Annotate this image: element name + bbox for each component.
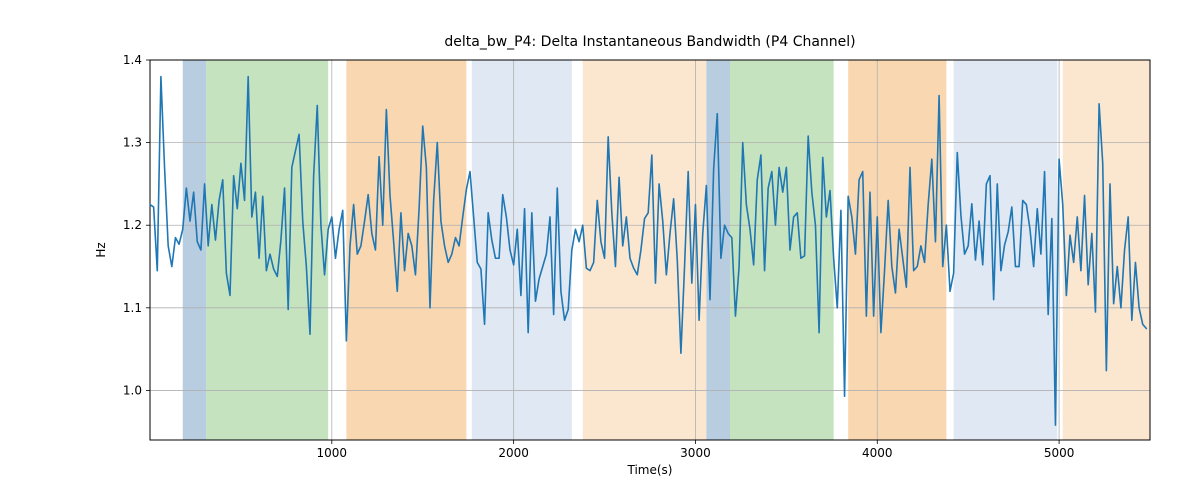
- svg-text:1.0: 1.0: [123, 383, 142, 397]
- svg-text:1.3: 1.3: [123, 136, 142, 150]
- svg-text:1.2: 1.2: [123, 218, 142, 232]
- svg-text:5000: 5000: [1044, 446, 1075, 460]
- chart-svg: delta_bw_P4: Delta Instantaneous Bandwid…: [0, 0, 1200, 500]
- svg-text:2000: 2000: [498, 446, 529, 460]
- svg-text:1.1: 1.1: [123, 301, 142, 315]
- y-tick-labels: 1.0 1.1 1.2 1.3 1.4: [123, 53, 150, 397]
- svg-text:4000: 4000: [862, 446, 893, 460]
- x-tick-labels: 1000 2000 3000 4000 5000: [317, 440, 1075, 460]
- background-spans: [183, 60, 1150, 440]
- svg-text:3000: 3000: [680, 446, 711, 460]
- y-axis-label: Hz: [94, 242, 108, 257]
- chart-container: delta_bw_P4: Delta Instantaneous Bandwid…: [0, 0, 1200, 500]
- x-axis-label: Time(s): [627, 463, 673, 477]
- chart-title: delta_bw_P4: Delta Instantaneous Bandwid…: [444, 34, 855, 50]
- svg-text:1000: 1000: [317, 446, 348, 460]
- svg-text:1.4: 1.4: [123, 53, 142, 67]
